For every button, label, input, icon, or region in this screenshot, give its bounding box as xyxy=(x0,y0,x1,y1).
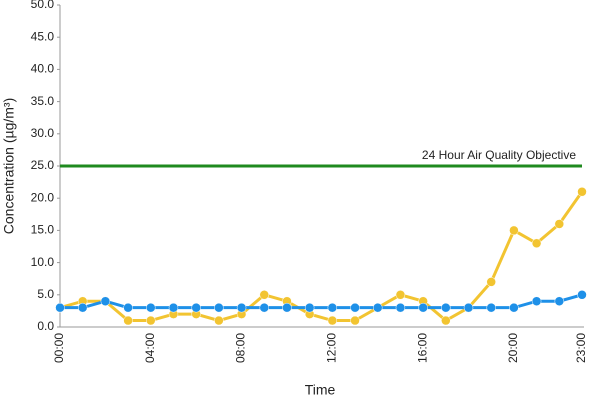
point xyxy=(554,296,565,306)
x-tick-label: 04:00 xyxy=(143,333,157,363)
x-tick-label: 16:00 xyxy=(415,333,429,363)
point xyxy=(214,315,224,326)
y-tick-label: 30.0 xyxy=(31,126,55,140)
point xyxy=(486,277,496,287)
y-tick-label: 0.0 xyxy=(37,319,54,333)
x-tick-label: 23:00 xyxy=(574,333,588,363)
point xyxy=(395,290,406,300)
point xyxy=(214,302,224,313)
point xyxy=(486,302,496,313)
point xyxy=(327,315,338,326)
point xyxy=(77,302,88,313)
point xyxy=(509,225,519,236)
y-tick-label: 15.0 xyxy=(31,223,55,237)
y-tick-label: 5.0 xyxy=(37,287,54,301)
point xyxy=(554,219,565,229)
series-line xyxy=(60,293,583,310)
point xyxy=(259,302,270,313)
point xyxy=(191,302,201,313)
point xyxy=(531,238,542,249)
point xyxy=(441,302,451,313)
point xyxy=(55,302,65,313)
y-tick-label: 40.0 xyxy=(31,62,55,76)
point xyxy=(441,315,451,326)
point xyxy=(372,302,383,313)
point xyxy=(123,302,133,313)
y-tick-label: 50.0 xyxy=(31,0,55,11)
point xyxy=(418,302,428,313)
point xyxy=(395,302,406,313)
objective-label: 24 Hour Air Quality Objective xyxy=(422,148,576,162)
y-tick-label: 45.0 xyxy=(31,29,55,43)
x-tick-label: 20:00 xyxy=(506,333,520,363)
point xyxy=(531,296,542,306)
point xyxy=(577,290,587,300)
y-tick-label: 20.0 xyxy=(31,190,55,204)
point xyxy=(327,302,338,313)
point xyxy=(100,296,111,306)
y-tick-label: 35.0 xyxy=(31,94,55,108)
point xyxy=(259,290,270,300)
point xyxy=(304,302,315,313)
x-tick-label: 08:00 xyxy=(234,333,248,363)
point xyxy=(282,302,292,313)
point xyxy=(236,302,247,313)
point xyxy=(168,302,179,313)
point xyxy=(146,315,156,326)
x-tick-label: 12:00 xyxy=(325,333,339,363)
y-tick-label: 25.0 xyxy=(31,158,55,172)
point xyxy=(577,187,587,197)
series-line xyxy=(59,190,584,323)
point xyxy=(509,302,519,313)
point xyxy=(463,302,474,313)
point xyxy=(350,302,360,313)
point xyxy=(146,302,156,313)
x-tick-label: 00:00 xyxy=(52,333,66,363)
y-axis-title: Concentration (µg/m³) xyxy=(1,98,17,234)
point xyxy=(123,315,133,326)
y-tick-label: 10.0 xyxy=(31,255,55,269)
point xyxy=(350,315,360,326)
x-axis-title: Time xyxy=(305,382,336,398)
